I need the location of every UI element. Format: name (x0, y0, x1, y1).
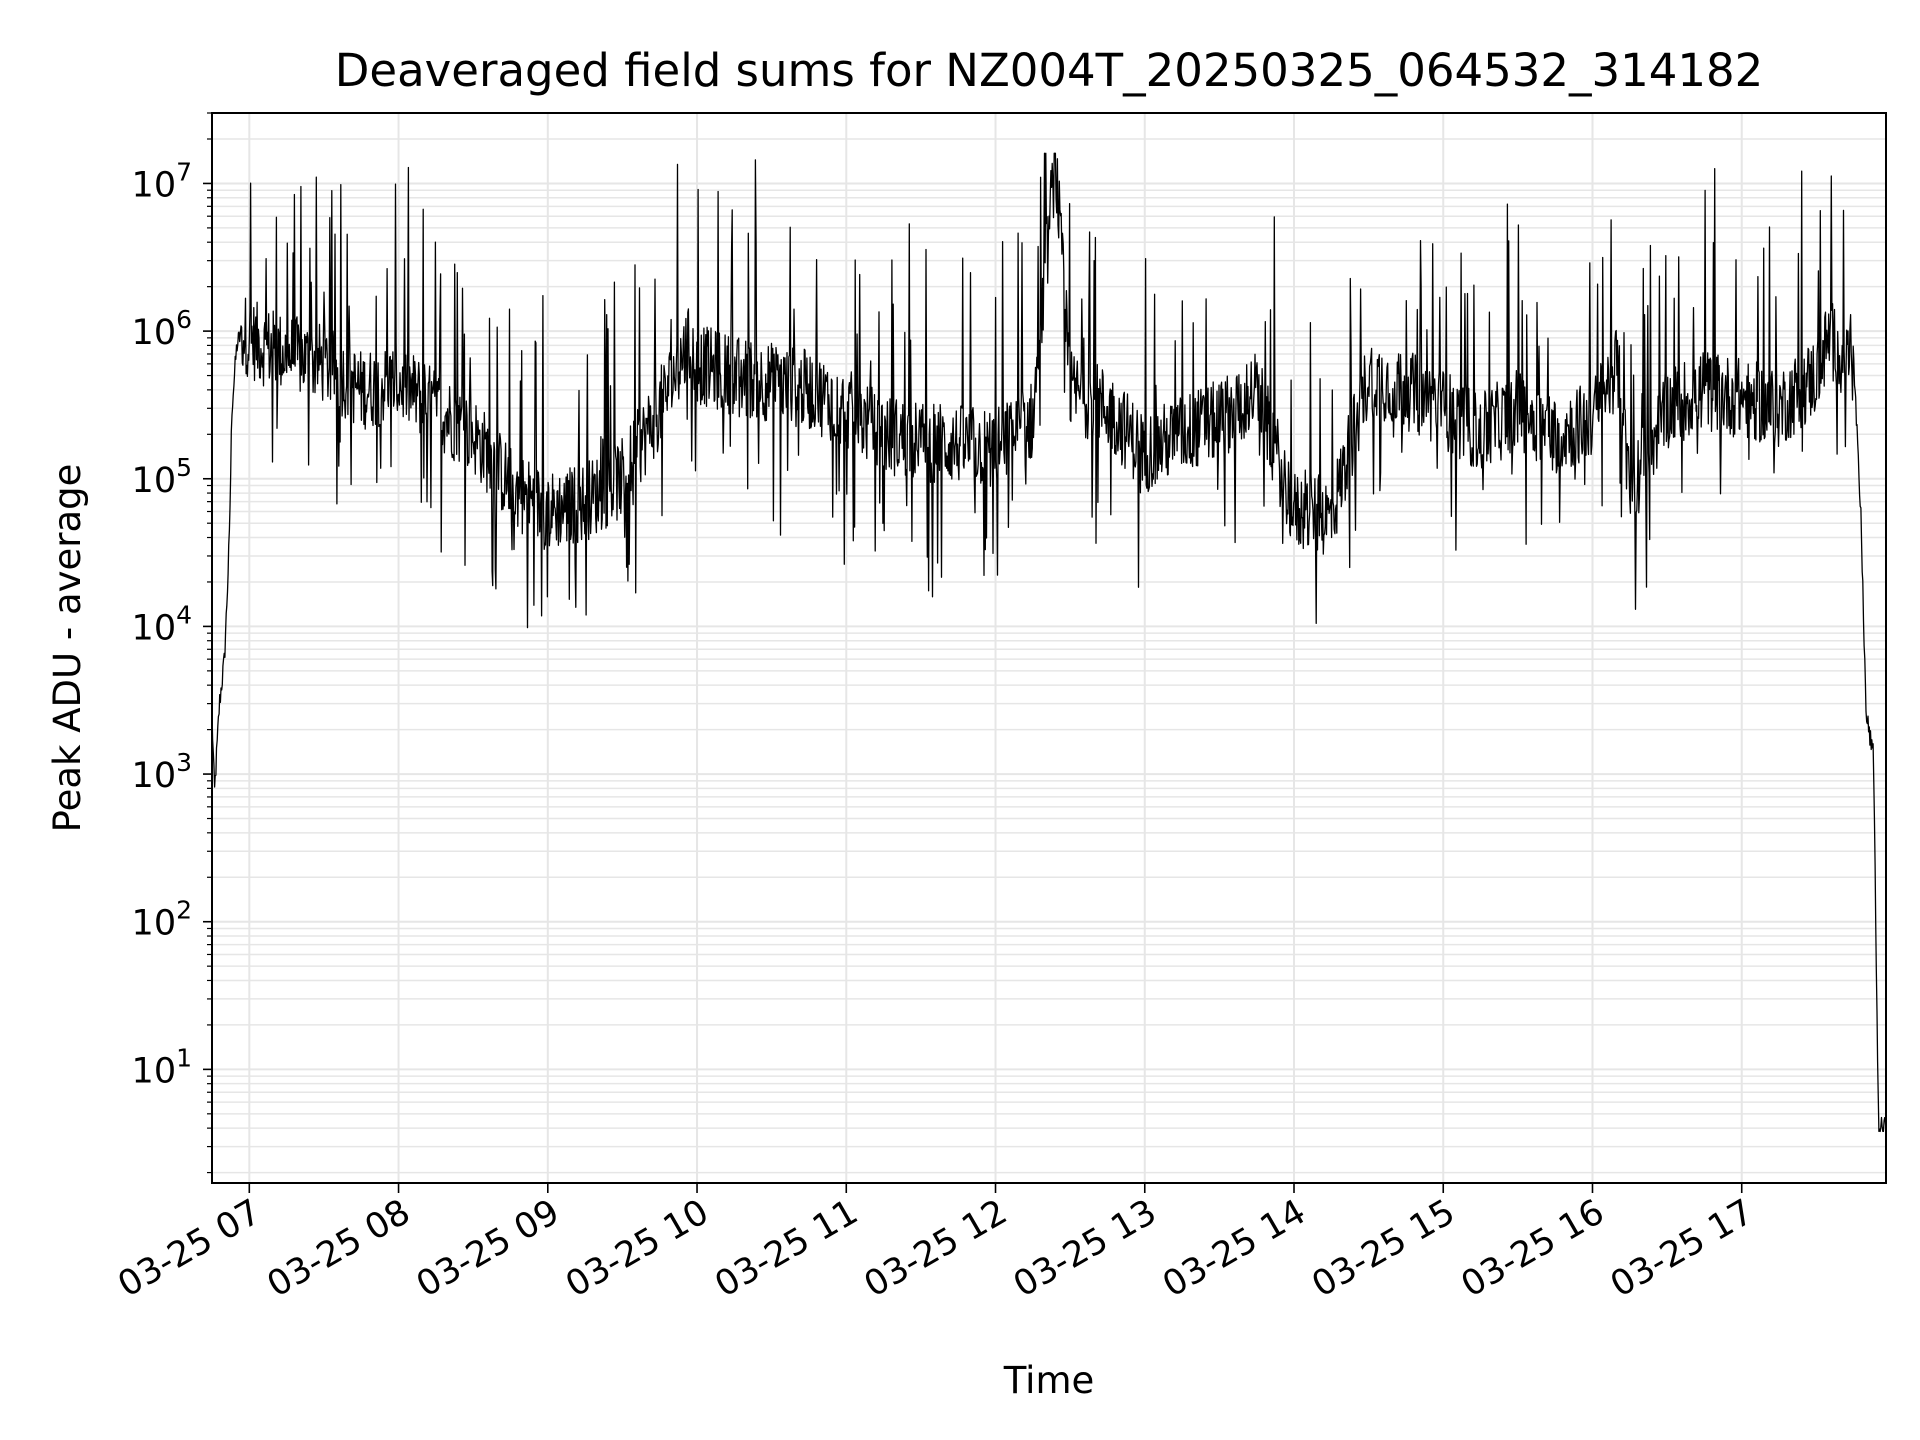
x-tick-label: 03-25 09 (410, 1192, 566, 1305)
y-axis-label: Peak ADU - average (46, 464, 89, 833)
y-tick-label: 102 (132, 896, 192, 944)
x-tick-label: 03-25 14 (1156, 1192, 1312, 1305)
x-tick-label: 03-25 13 (1007, 1192, 1163, 1305)
x-tick-label: 03-25 12 (858, 1192, 1014, 1305)
y-tick-label: 105 (132, 453, 192, 501)
x-tick-label: 03-25 11 (708, 1192, 864, 1305)
series-line (211, 152, 1887, 1133)
y-tick-label: 106 (132, 305, 192, 353)
x-tick-label: 03-25 15 (1305, 1192, 1461, 1305)
y-tick-label: 101 (132, 1043, 192, 1091)
x-tick-label: 03-25 10 (559, 1192, 715, 1305)
x-tick-label: 03-25 08 (261, 1192, 417, 1305)
chart-title: Deaveraged field sums for NZ004T_2025032… (335, 44, 1764, 97)
y-tick-label: 104 (132, 600, 192, 648)
y-axis-ticks: 101 102 103 104 105 106 107 (132, 112, 212, 1174)
x-axis-label: Time (1003, 1359, 1095, 1402)
y-tick-label: 103 (132, 748, 192, 796)
y-tick-label: 107 (132, 157, 192, 205)
x-tick-label: 03-25 17 (1604, 1192, 1760, 1305)
plot-frame (211, 112, 1887, 1184)
x-tick-label: 03-25 07 (112, 1192, 268, 1305)
x-tick-label: 03-25 16 (1455, 1192, 1611, 1305)
grid-lines (212, 112, 1886, 1183)
